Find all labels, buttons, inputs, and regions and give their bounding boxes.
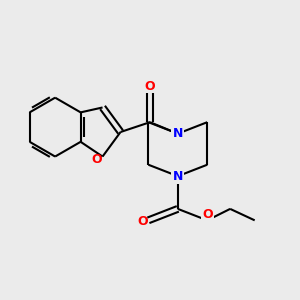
Text: N: N (172, 170, 183, 183)
Text: O: O (92, 153, 102, 166)
Text: N: N (172, 127, 183, 140)
Text: O: O (137, 215, 148, 229)
Text: O: O (202, 208, 213, 221)
Text: O: O (145, 80, 155, 93)
